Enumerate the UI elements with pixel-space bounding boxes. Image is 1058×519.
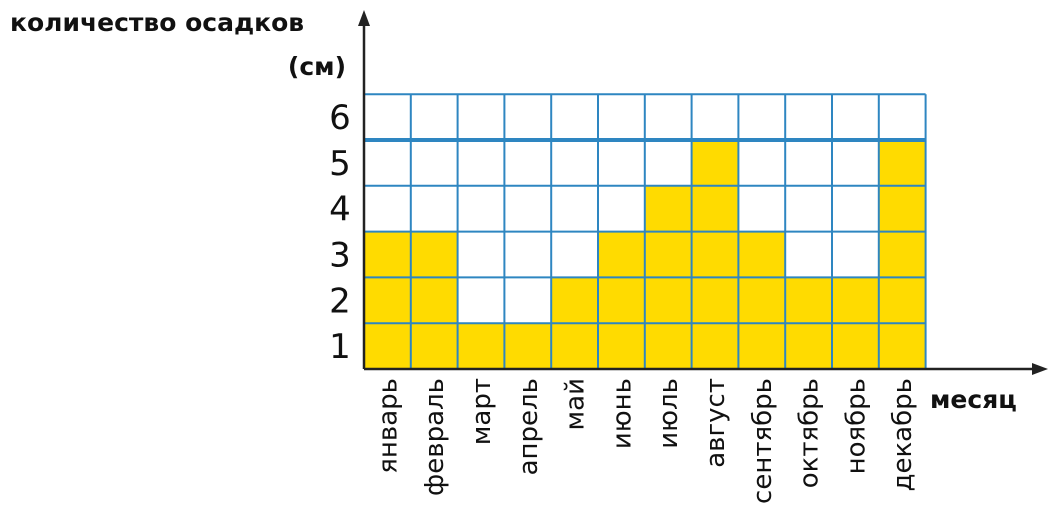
y-tick-label: 4 xyxy=(329,190,351,230)
y-tick-label: 5 xyxy=(329,144,351,184)
x-tick-label: декабрь xyxy=(888,378,918,491)
x-tick-labels: январь февраль март апрель май июнь июль август… xyxy=(373,378,918,504)
y-tick-label: 2 xyxy=(329,281,351,321)
bar-12 xyxy=(878,140,926,369)
x-tick-label: ноябрь xyxy=(841,378,871,474)
y-axis-arrow xyxy=(358,10,370,26)
y-tick-labels: 1 2 3 4 5 6 xyxy=(329,98,351,367)
axes-layer xyxy=(358,10,1048,375)
y-tick-label: 6 xyxy=(329,98,351,138)
bar-9 xyxy=(738,231,786,369)
x-tick-label: июнь xyxy=(607,378,637,449)
bar-2 xyxy=(410,231,458,369)
y-axis-label: количество осадков xyxy=(10,8,304,37)
bar-3 xyxy=(457,323,505,369)
y-axis-unit-label: (см) xyxy=(288,52,346,81)
y-tick-label: 1 xyxy=(329,327,351,367)
x-axis-label: месяц xyxy=(930,385,1017,414)
x-tick-label: сентябрь xyxy=(748,378,778,504)
bar-6 xyxy=(598,231,645,369)
x-tick-label: июль xyxy=(654,378,684,449)
x-tick-label: апрель xyxy=(514,378,544,475)
bar-8 xyxy=(691,140,739,369)
x-tick-label: октябрь xyxy=(795,378,825,488)
bar-1 xyxy=(364,231,411,369)
x-axis-arrow xyxy=(1032,363,1048,375)
x-tick-label: январь xyxy=(373,378,403,474)
x-tick-label: май xyxy=(561,378,591,430)
x-tick-label: февраль xyxy=(420,378,450,496)
bar-4 xyxy=(504,323,552,369)
x-tick-label: март xyxy=(467,378,497,445)
x-tick-label: август xyxy=(701,378,731,468)
y-tick-label: 3 xyxy=(329,236,351,276)
